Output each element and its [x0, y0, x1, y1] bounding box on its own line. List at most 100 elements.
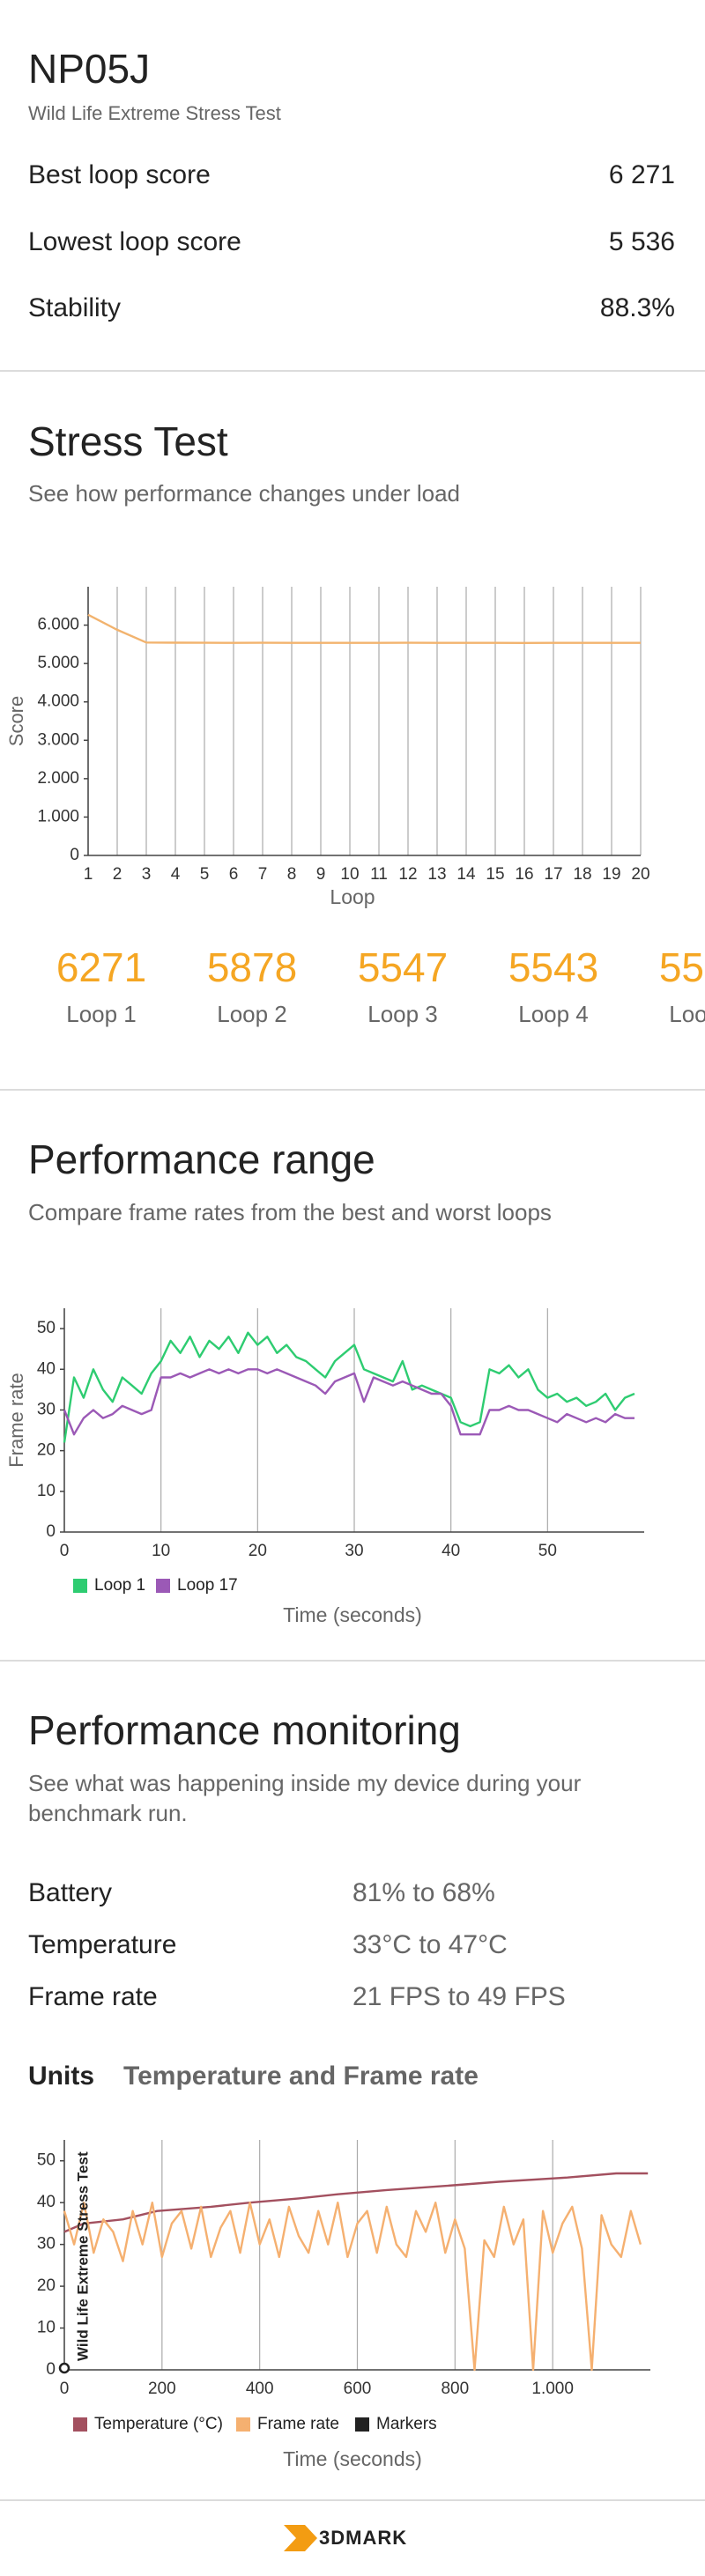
stat-value: 6 271 [609, 160, 675, 189]
loop-label: Loop 1 [66, 1001, 137, 1027]
legend-label: Loop 17 [177, 1576, 238, 1595]
loop-label: Loop 2 [217, 1001, 287, 1027]
test-name: Wild Life Extreme Stress Test [28, 102, 281, 124]
legend-label: Markers [376, 2415, 437, 2433]
section-subtitle: benchmark run. [28, 1800, 188, 1826]
stat-value: 5 536 [609, 227, 675, 256]
x-tick-label: 15 [486, 865, 504, 884]
section-title: Stress Test [28, 418, 228, 464]
x-tick-label: 7 [258, 865, 268, 884]
marker-label: Wild Life Extreme Stress Test [74, 2151, 91, 2361]
x-tick-label: 400 [246, 2380, 274, 2398]
loop-score: 6271 [56, 944, 146, 990]
x-tick-label: 40 [442, 1542, 460, 1560]
x-tick-label: 0 [60, 2380, 70, 2398]
data-line [63, 2202, 642, 2372]
y-tick-label: 20 [37, 2276, 56, 2295]
y-tick-label: 2.000 [37, 769, 79, 788]
x-tick-label: 11 [370, 865, 388, 884]
x-tick-label: 3 [142, 865, 152, 884]
stat-label: Lowest loop score [28, 227, 241, 256]
stat-label: Temperature [28, 1930, 176, 1959]
x-tick-label: 800 [441, 2380, 469, 2398]
section-subtitle: See how performance changes under load [28, 480, 460, 507]
x-tick-label: 0 [60, 1542, 70, 1560]
loop-label: Loop 5 [669, 1001, 705, 1027]
marker [58, 2362, 70, 2374]
y-tick-label: 40 [37, 2193, 56, 2211]
loop-score: 5547 [358, 944, 448, 990]
section-title: Performance monitoring [28, 1707, 461, 1753]
stat-value: 21 FPS to 49 FPS [352, 1982, 566, 2011]
units-label: Units [28, 2062, 94, 2091]
legend-swatch [355, 2417, 369, 2432]
stat-label: Best loop score [28, 160, 211, 189]
x-tick-label: 200 [148, 2380, 176, 2398]
y-axis-label: Score [5, 696, 27, 746]
y-tick-label: 30 [37, 1400, 56, 1418]
legend-label: Frame rate [257, 2415, 339, 2433]
x-tick-label: 8 [287, 865, 297, 884]
section-subtitle: Compare frame rates from the best and wo… [28, 1199, 552, 1225]
x-tick-label: 50 [538, 1542, 557, 1560]
y-tick-label: 5.000 [37, 654, 79, 672]
x-tick-label: 13 [427, 865, 446, 884]
legend-label: Loop 1 [94, 1576, 145, 1595]
x-tick-label: 17 [544, 865, 562, 884]
y-tick-label: 4.000 [37, 692, 79, 711]
x-tick-label: 14 [456, 865, 476, 884]
y-axis-label: Frame rate [5, 1373, 27, 1468]
section-subtitle: See what was happening inside my device … [28, 1770, 582, 1796]
x-tick-label: 5 [200, 865, 210, 884]
y-tick-label: 0 [46, 2360, 56, 2379]
y-tick-label: 0 [46, 1522, 56, 1541]
legend-label: Temperature (°C) [94, 2415, 223, 2433]
y-tick-label: 50 [37, 2151, 56, 2170]
y-tick-label: 20 [37, 1441, 56, 1460]
legend-swatch [236, 2417, 250, 2432]
y-tick-label: 3.000 [37, 730, 79, 749]
x-tick-label: 9 [316, 865, 326, 884]
units-selector[interactable]: Temperature and Frame rate [123, 2062, 479, 2091]
x-tick-label: 12 [398, 865, 417, 884]
legend-swatch [73, 1579, 87, 1593]
loop-label: Loop 4 [518, 1001, 589, 1027]
x-tick-label: 2 [113, 865, 122, 884]
x-tick-label: 4 [171, 865, 181, 884]
stat-label: Frame rate [28, 1982, 158, 2011]
logo-mark [284, 2525, 317, 2551]
data-line [63, 1331, 635, 1443]
stat-label: Battery [28, 1878, 112, 1907]
y-tick-label: 10 [37, 2319, 56, 2337]
loop-score: 5540 [659, 944, 705, 990]
x-axis-label: Time (seconds) [283, 1603, 422, 1626]
x-tick-label: 20 [249, 1542, 267, 1560]
y-tick-label: 1.000 [37, 807, 79, 825]
x-tick-label: 18 [573, 865, 591, 884]
x-tick-label: 19 [602, 865, 620, 884]
loop-label: Loop 3 [367, 1001, 438, 1027]
loop-score: 5543 [508, 944, 598, 990]
x-tick-label: 1 [84, 865, 93, 884]
x-tick-label: 10 [152, 1542, 170, 1560]
x-tick-label: 16 [515, 865, 533, 884]
data-line [63, 1368, 634, 1436]
x-axis-label: Loop [330, 885, 375, 908]
y-tick-label: 40 [37, 1359, 56, 1378]
y-tick-label: 0 [70, 846, 79, 864]
logo-text: 3DMARK [319, 2527, 407, 2549]
legend-swatch [156, 1579, 170, 1593]
y-tick-label: 10 [37, 1482, 56, 1500]
device-name: NP05J [28, 46, 150, 92]
x-tick-label: 1.000 [531, 2380, 574, 2398]
x-tick-label: 20 [631, 865, 649, 884]
x-tick-label: 30 [345, 1542, 363, 1560]
y-tick-label: 6.000 [37, 616, 79, 634]
x-tick-label: 600 [344, 2380, 372, 2398]
x-axis-label: Time (seconds) [283, 2447, 422, 2470]
data-line [63, 2172, 649, 2233]
x-tick-label: 6 [229, 865, 239, 884]
stat-value: 88.3% [600, 293, 675, 322]
data-line [87, 613, 641, 644]
